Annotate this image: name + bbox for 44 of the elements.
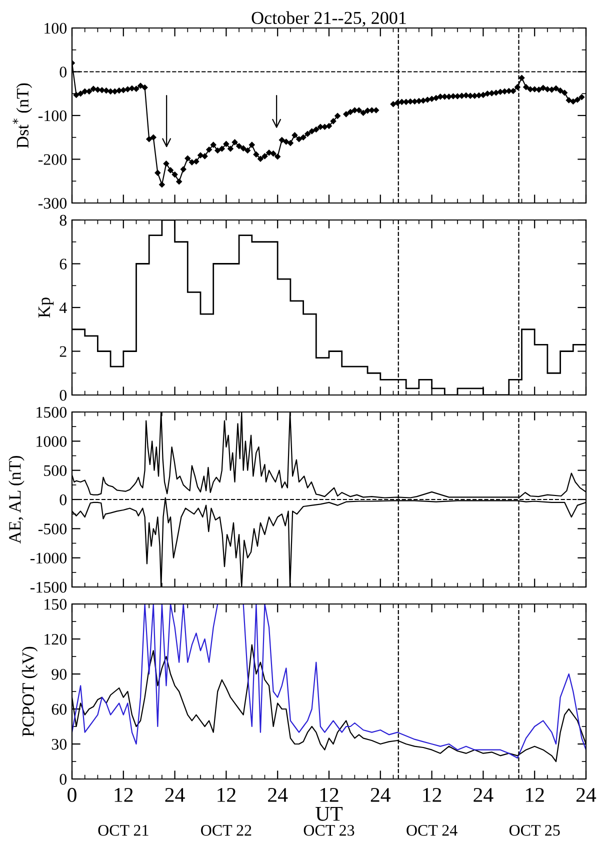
y-tick-label: 100	[44, 22, 67, 34]
x-tick-label: 12	[526, 788, 544, 802]
x-tick-label: 12	[218, 788, 236, 802]
y-axis-title: Kp	[38, 298, 54, 318]
y-tick-label: -500	[38, 524, 67, 534]
y-tick-label: 1500	[36, 406, 67, 418]
y-tick-label: 2	[60, 346, 66, 357]
text: OCT 21	[98, 825, 148, 836]
x-tick-label: 24	[370, 788, 390, 802]
x-tick-label: 24	[268, 788, 288, 802]
y-tick-label: 0	[60, 390, 67, 401]
y-tick-label: 90	[52, 668, 67, 680]
y-tick-label: 30	[52, 738, 67, 750]
y-tick-label: 60	[52, 704, 67, 715]
y-tick-label: -100	[38, 110, 67, 122]
x-tick-label: 12	[423, 788, 442, 802]
x-tick-label: 12	[320, 788, 338, 802]
y-tick-label: -200	[38, 154, 67, 165]
y-tick-label: 4	[59, 302, 67, 314]
y-tick-label: 0	[60, 774, 67, 785]
y-tick-label: 8	[60, 214, 67, 226]
x-tick-label: 24	[576, 788, 596, 802]
text: OCT 24	[406, 825, 458, 836]
y-axis-title: Dst$^{*}$ (nT)	[12, 83, 32, 148]
x-tick-label: 12	[114, 788, 133, 802]
y-tick-label: 0	[60, 494, 67, 506]
y-tick-label: 150	[44, 598, 67, 610]
y-tick-label: -1000	[30, 552, 67, 564]
x-tick-label: 24	[474, 788, 494, 802]
y-tick-label: 6	[60, 258, 67, 270]
y-tick-label: 1000	[36, 436, 67, 447]
y-axis-title: AE, AL (nT)	[8, 456, 24, 544]
x-axis-title: UT	[316, 807, 343, 821]
y-tick-label: 0	[60, 66, 67, 78]
y-tick-label: -1500	[30, 582, 67, 593]
y-tick-label: 120	[44, 634, 67, 645]
chart-title: October 21--25, 2001	[252, 11, 406, 27]
text: OCT 25	[509, 825, 560, 836]
x-tick-label: 24	[165, 788, 185, 802]
y-tick-label: 500	[44, 465, 67, 476]
text: OCT 23	[304, 825, 354, 836]
y-axis-title: PCPOT (kV)	[22, 646, 38, 736]
y-tick-label: -300	[38, 198, 67, 209]
text: OCT 22	[201, 825, 252, 836]
